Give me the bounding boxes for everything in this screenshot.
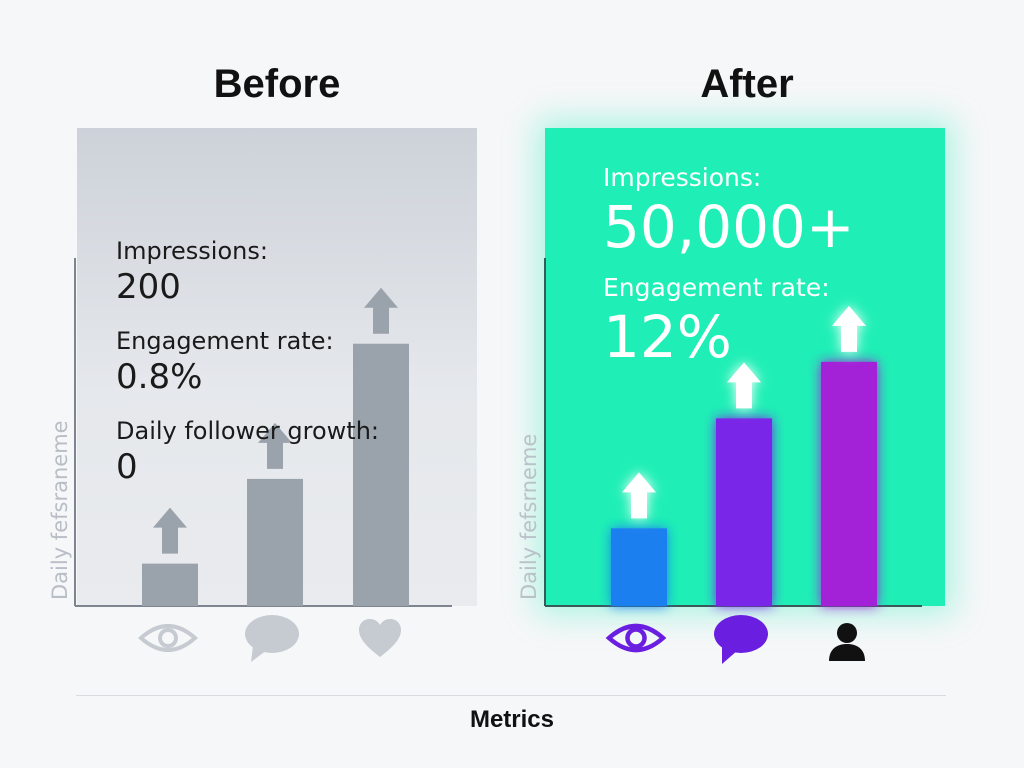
person-icon — [829, 623, 865, 661]
heart-icon — [359, 619, 401, 657]
after-title: After — [700, 62, 794, 106]
up-arrow-icon — [832, 305, 866, 352]
bar-person — [821, 361, 877, 606]
bar-chat-bubble — [247, 478, 303, 606]
before-impressions-value: 200 — [116, 267, 181, 307]
up-arrow-icon — [622, 472, 656, 519]
up-arrow-icon — [364, 287, 398, 334]
before-stats: Impressions: 200 Engagement rate: 0.8% D… — [116, 236, 379, 506]
bar-heart — [353, 343, 409, 606]
after-impressions-value: 50,000+ — [603, 193, 855, 261]
up-arrow-icon — [258, 422, 292, 469]
bar-eye — [611, 528, 667, 606]
after-engagement-label: Engagement rate: — [603, 273, 830, 302]
after-engagement-value: 12% — [603, 303, 732, 371]
x-axis-label: Metrics — [469, 706, 555, 733]
eye-icon — [138, 624, 198, 652]
before-engagement-label: Engagement rate: — [116, 327, 334, 355]
after-y-axis-label: Daily fefsrneme — [517, 433, 541, 600]
bar-eye — [142, 563, 198, 606]
before-engagement-value: 0.8% — [116, 357, 203, 397]
bar-chat-bubble — [716, 418, 772, 606]
after-impressions-label: Impressions: — [603, 163, 762, 192]
chat-bubble-icon — [714, 615, 768, 664]
x-axis-divider — [76, 695, 946, 696]
before-impressions-label: Impressions: — [116, 237, 268, 265]
after-stats: Impressions: 50,000+ Engagement rate: 12… — [603, 162, 855, 382]
before-follower-value: 0 — [116, 447, 138, 487]
eye-icon — [606, 623, 666, 653]
before-title: Before — [213, 62, 341, 106]
up-arrow-icon — [727, 362, 761, 409]
before-follower-label: Daily follower growth: — [116, 417, 379, 445]
before-y-axis-label: Daily fefsraneme — [48, 420, 72, 600]
chat-bubble-icon — [245, 615, 299, 662]
up-arrow-icon — [153, 507, 187, 554]
